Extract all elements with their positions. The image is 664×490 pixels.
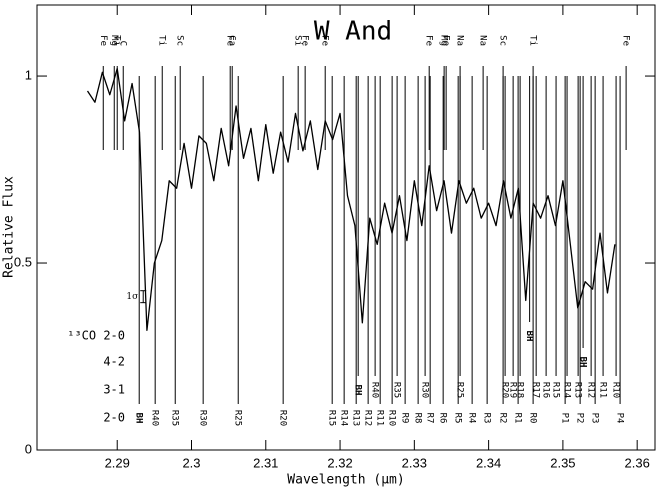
atomic-line-label: Fe [424, 35, 434, 46]
co-line-label: R15 [327, 410, 337, 426]
co-line-label: R19 [508, 382, 518, 398]
co-line-label: R17 [531, 382, 541, 398]
atomic-line-label: Fe [320, 35, 330, 46]
co-line-label: R35 [392, 382, 402, 398]
co-line-label: R5 [453, 413, 463, 424]
co-line-label: P4 [615, 413, 625, 424]
atomic-line-label: Si [293, 35, 303, 46]
atomic-line-label: Na [478, 35, 488, 46]
x-tick-label: 2.31 [253, 455, 278, 470]
co-line-label: R9 [400, 413, 410, 424]
atomic-line-label: C [118, 41, 128, 46]
co-line-label: R12 [586, 382, 596, 398]
co-line-label: R10 [611, 382, 621, 398]
co-line-label: R2 [498, 413, 508, 424]
co-line-label: R13 [351, 410, 361, 426]
co-line-label: R14 [339, 410, 349, 426]
atomic-line-label: Sc [498, 35, 508, 46]
co-line-label: R3 [482, 413, 492, 424]
co-line-label: BH [353, 385, 363, 396]
co-line-label: R15 [551, 382, 561, 398]
plot-frame [36, 4, 656, 451]
atomic-line-label: Ti [112, 35, 122, 46]
co-line-label: R11 [375, 410, 385, 426]
x-tick-label: 2.36 [625, 455, 650, 470]
co-line-label: R14 [562, 382, 572, 398]
x-tick-label: 2.29 [105, 455, 130, 470]
co-line-label: R0 [528, 413, 538, 424]
band-label: 3-1 [103, 383, 125, 397]
atomic-line-label: Mg [109, 35, 119, 46]
atomic-line-label: Fe [441, 35, 451, 46]
atomic-line-label: Fe [300, 35, 310, 46]
co-line-label: R30 [198, 410, 208, 426]
y-tick-label: 0.5 [14, 254, 32, 269]
atomic-line-label: Ti [528, 35, 538, 46]
co-line-label: R10 [387, 410, 397, 426]
co-line-label: P3 [590, 413, 600, 424]
co-line-label: R16 [541, 382, 551, 398]
co-line-label: R8 [413, 413, 423, 424]
x-tick-label: 2.32 [327, 455, 352, 470]
co-line-label: BH [134, 413, 144, 424]
band-label: 4-2 [103, 355, 125, 369]
atomic-line-label: Sc [175, 35, 185, 46]
x-tick-label: 2.35 [550, 455, 575, 470]
atomic-line-label: Ti [157, 35, 167, 46]
band-label: ¹³CO 2-0 [67, 329, 125, 343]
co-line-label: P1 [560, 413, 570, 424]
x-tick-label: 2.3 [182, 455, 200, 470]
co-line-label: R6 [438, 413, 448, 424]
co-line-label: R12 [363, 410, 373, 426]
y-tick-label: 1 [25, 67, 32, 82]
spectrum-line [86, 67, 616, 331]
co-line-label: R4 [467, 413, 477, 424]
y-axis-label: Relative Flux [2, 176, 17, 278]
atomic-line-label: Fe [621, 35, 631, 46]
co-line-label: R30 [420, 382, 430, 398]
co-line-label: R25 [233, 410, 243, 426]
co-line-label: R20 [278, 410, 288, 426]
co-line-label: BH [524, 331, 534, 342]
x-tick-label: 2.33 [402, 455, 427, 470]
atomic-line-label: Na [455, 35, 465, 46]
co-line-label: R40 [150, 410, 160, 426]
chart-title: W And [314, 17, 392, 47]
band-label: 2-0 [103, 411, 125, 425]
atomic-line-label: Ca [227, 35, 237, 46]
co-line-label: R1 [513, 413, 523, 424]
co-line-label: R13 [573, 382, 583, 398]
co-line-label: BH [578, 357, 588, 368]
co-line-label: R18 [515, 382, 525, 398]
co-line-label: R20 [500, 382, 510, 398]
error-bar-label: 1σ [126, 292, 138, 302]
x-tick-label: 2.34 [476, 455, 501, 470]
atomic-line-label: Mg [439, 35, 449, 46]
co-line-label: P2 [575, 413, 585, 424]
y-tick-label: 0 [25, 441, 32, 456]
x-axis-label: Wavelength (μm) [287, 473, 404, 488]
co-line-label: R35 [170, 410, 180, 426]
atomic-line-label: Fe [98, 35, 108, 46]
co-line-label: R40 [370, 382, 380, 398]
co-line-label: R7 [425, 413, 435, 424]
co-line-label: R25 [455, 382, 465, 398]
co-line-label: R11 [598, 382, 608, 398]
atomic-line-label: Fe [225, 35, 235, 46]
